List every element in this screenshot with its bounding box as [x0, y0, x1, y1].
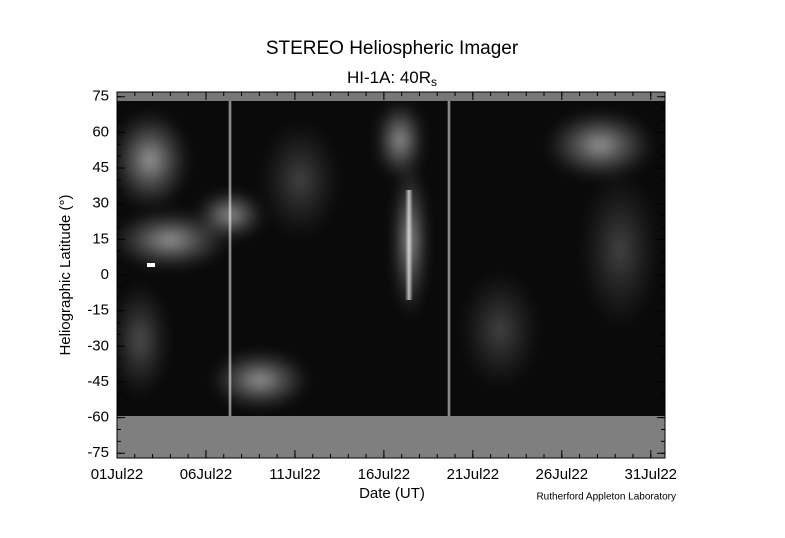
x-tick-label: 31Jul22	[624, 466, 677, 483]
chart-subtitle: HI-1A: 40Rs	[347, 68, 437, 89]
x-tick-label: 16Jul22	[358, 466, 411, 483]
x-tick-label: 21Jul22	[447, 466, 500, 483]
x-tick-label: 01Jul22	[91, 466, 144, 483]
credit: Rutherford Appleton Laboratory	[536, 492, 676, 503]
y-tick-label: 15	[92, 230, 109, 247]
y-tick-label: 0	[101, 266, 109, 283]
y-tick-label: 75	[92, 88, 109, 105]
chart-title: STEREO Heliospheric Imager	[266, 38, 519, 59]
y-tick-label: 45	[92, 159, 109, 176]
minor-ticks	[116, 92, 665, 458]
y-axis-label: Heliographic Latitude (°)	[57, 194, 74, 355]
x-axis-label: Date (UT)	[359, 485, 425, 502]
y-tick-label: 60	[92, 123, 109, 140]
y-tick-label: -45	[87, 373, 109, 390]
latitude-image	[117, 92, 665, 458]
y-tick-label: -30	[87, 337, 109, 354]
y-tick-label: -15	[87, 302, 109, 319]
x-tick-label: 11Jul22	[269, 466, 320, 483]
y-tick-label: 30	[92, 195, 109, 212]
x-tick-label: 06Jul22	[180, 466, 233, 483]
y-tick-label: -75	[87, 444, 109, 461]
subtitle-text: HI-1A: 40R	[347, 68, 431, 87]
x-tick-label: 26Jul22	[536, 466, 589, 483]
subtitle-subscript: s	[431, 75, 437, 89]
y-tick-label: -60	[87, 409, 109, 426]
